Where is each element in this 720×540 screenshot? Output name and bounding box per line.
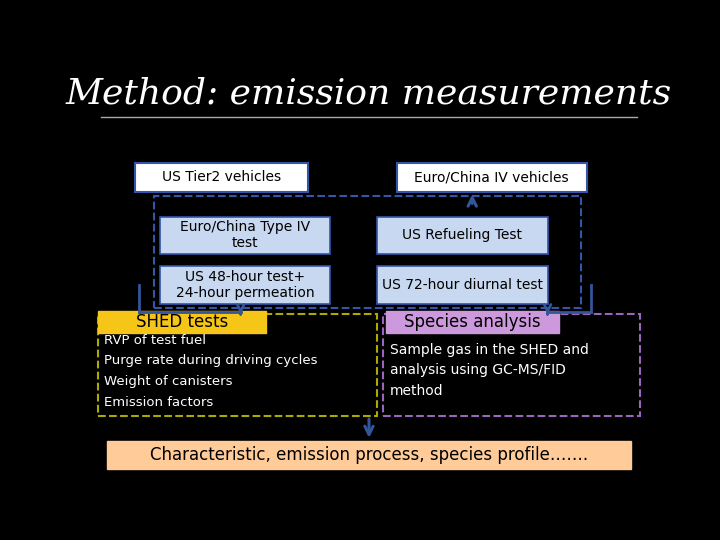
- Text: Euro/China Type IV
test: Euro/China Type IV test: [180, 220, 310, 251]
- Text: Method: emission measurements: Method: emission measurements: [66, 77, 672, 111]
- Text: SHED tests: SHED tests: [136, 313, 228, 331]
- Text: Species analysis: Species analysis: [404, 313, 541, 331]
- FancyBboxPatch shape: [377, 217, 548, 254]
- FancyBboxPatch shape: [160, 217, 330, 254]
- FancyBboxPatch shape: [383, 314, 639, 416]
- FancyBboxPatch shape: [386, 312, 559, 333]
- Text: RVP of test fuel: RVP of test fuel: [104, 334, 206, 347]
- FancyBboxPatch shape: [160, 266, 330, 304]
- Text: US 48-hour test+
24-hour permeation: US 48-hour test+ 24-hour permeation: [176, 270, 314, 300]
- Text: Emission factors: Emission factors: [104, 396, 213, 409]
- FancyBboxPatch shape: [377, 266, 548, 304]
- Text: Weight of canisters: Weight of canisters: [104, 375, 233, 388]
- Text: Sample gas in the SHED and
analysis using GC-MS/FID
method: Sample gas in the SHED and analysis usin…: [390, 343, 589, 398]
- Text: US Refueling Test: US Refueling Test: [402, 228, 523, 242]
- FancyBboxPatch shape: [135, 163, 307, 192]
- FancyBboxPatch shape: [107, 441, 631, 469]
- Text: US Tier2 vehicles: US Tier2 vehicles: [161, 171, 281, 185]
- FancyBboxPatch shape: [397, 163, 587, 192]
- FancyBboxPatch shape: [99, 314, 377, 416]
- Text: Characteristic, emission process, species profile…….: Characteristic, emission process, specie…: [150, 446, 588, 464]
- Text: US 72-hour diurnal test: US 72-hour diurnal test: [382, 278, 543, 292]
- Text: Purge rate during driving cycles: Purge rate during driving cycles: [104, 354, 318, 367]
- FancyBboxPatch shape: [99, 312, 266, 333]
- Text: Euro/China IV vehicles: Euro/China IV vehicles: [415, 171, 569, 185]
